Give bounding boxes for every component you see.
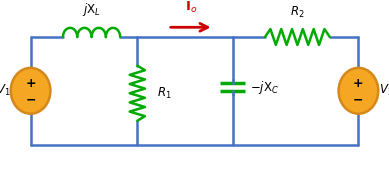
Text: $j\mathrm{X}_L$: $j\mathrm{X}_L$ — [82, 2, 101, 18]
Text: −: − — [353, 93, 364, 106]
Text: $R_1$: $R_1$ — [157, 86, 172, 101]
Text: $\mathbf{I}_o$: $\mathbf{I}_o$ — [184, 0, 197, 15]
Text: $R_2$: $R_2$ — [290, 5, 305, 20]
Circle shape — [11, 68, 51, 114]
Circle shape — [338, 68, 378, 114]
Text: −: − — [25, 93, 36, 106]
Text: $V_2$: $V_2$ — [378, 83, 389, 98]
Text: $-j\mathrm{X}_C$: $-j\mathrm{X}_C$ — [250, 78, 279, 96]
Text: +: + — [25, 77, 36, 90]
Text: $V_1$: $V_1$ — [0, 83, 11, 98]
Text: +: + — [353, 77, 364, 90]
